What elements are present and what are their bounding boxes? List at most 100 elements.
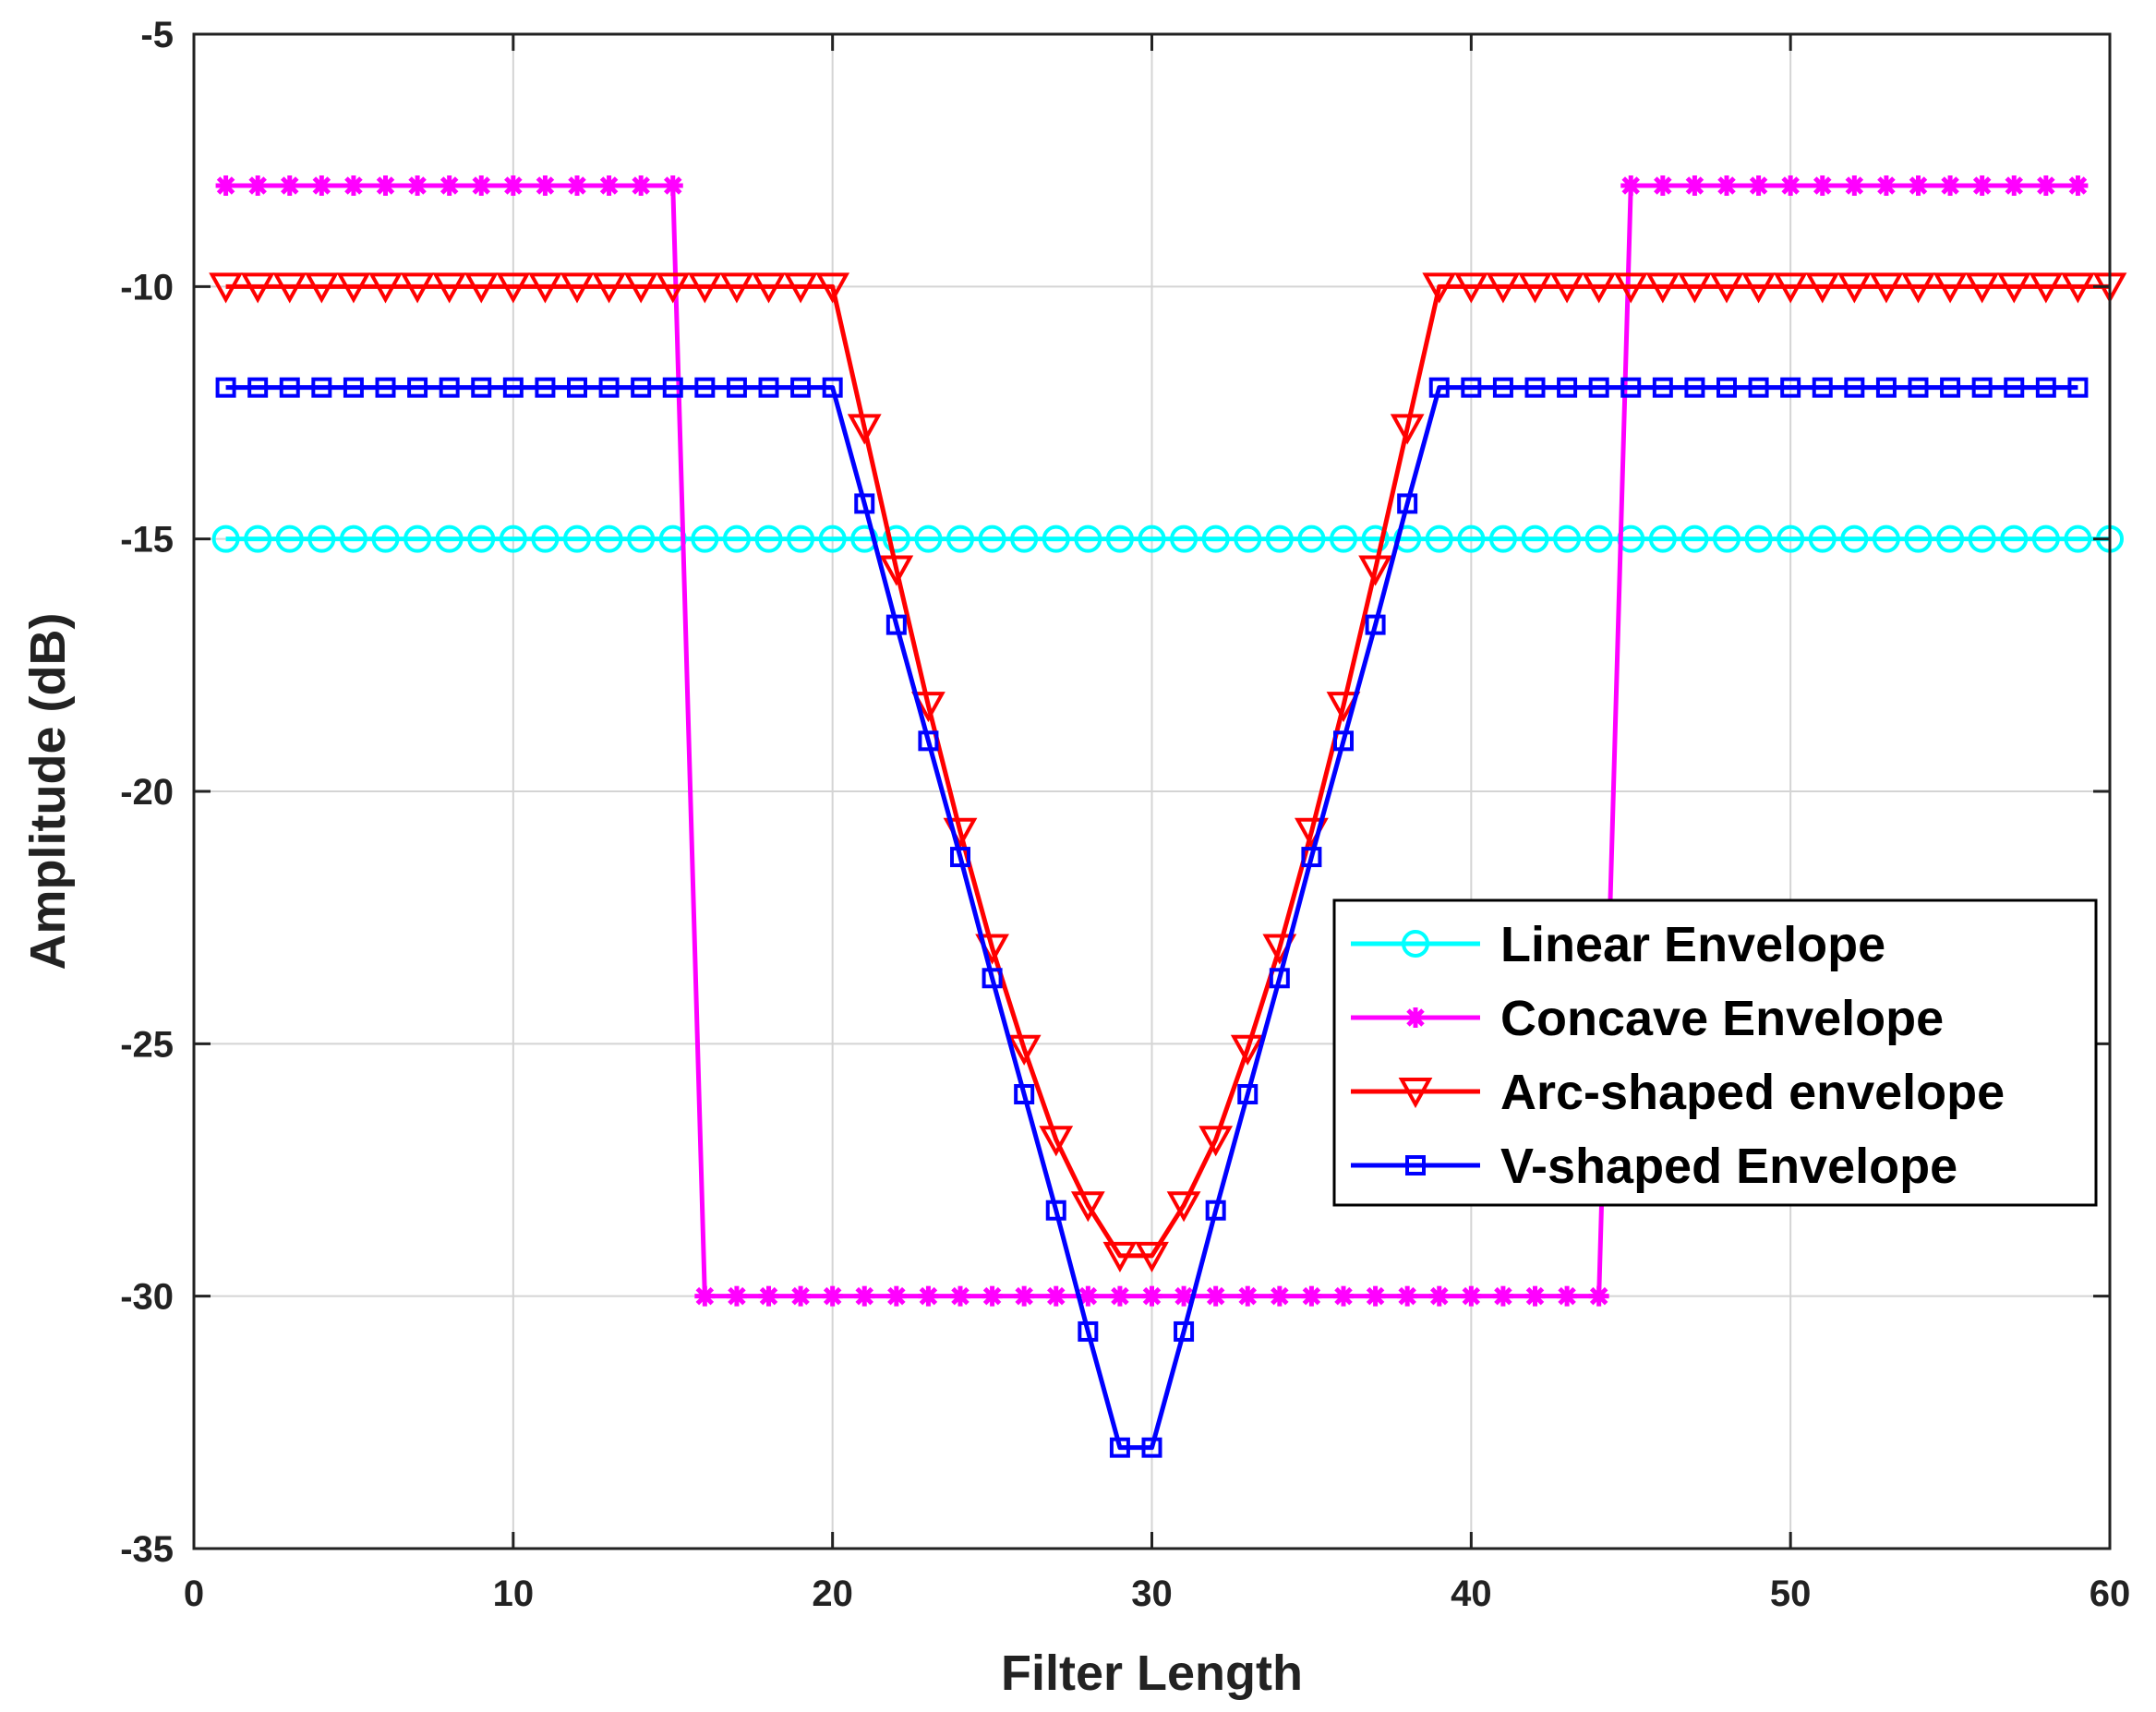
data-point-arc-shaped-envelope: [1965, 272, 2000, 304]
data-point-arc-shaped-envelope: [1166, 1191, 1201, 1223]
data-point-arc-shaped-envelope: [368, 272, 403, 304]
data-point-linear-envelope: [467, 524, 496, 553]
data-point-v-shaped-envelope: [1333, 730, 1354, 752]
data-point-linear-envelope: [1968, 524, 1996, 553]
data-point-arc-shaped-envelope: [1901, 272, 1935, 304]
data-point-v-shaped-envelope: [918, 730, 939, 752]
data-point-concave-envelope: [631, 175, 652, 196]
data-point-v-shaped-envelope: [885, 614, 907, 635]
legend-label: V-shaped Envelope: [1500, 1139, 1957, 1194]
data-point-linear-envelope: [882, 524, 910, 553]
data-point-v-shaped-envelope: [1908, 377, 1929, 398]
data-point-concave-envelope: [1174, 1285, 1195, 1307]
data-point-v-shaped-envelope: [1237, 1084, 1259, 1104]
data-point-arc-shaped-envelope: [304, 272, 339, 304]
data-point-v-shaped-envelope: [2004, 377, 2025, 398]
legend-label: Linear Envelope: [1500, 917, 1885, 972]
data-point-linear-envelope: [787, 524, 815, 553]
x-tick-label: 40: [1451, 1573, 1492, 1614]
data-point-v-shaped-envelope: [598, 377, 620, 398]
data-point-v-shaped-envelope: [1940, 377, 1961, 398]
data-point-concave-envelope: [1652, 175, 1673, 196]
data-point-arc-shaped-envelope: [1613, 272, 1648, 304]
data-point-concave-envelope: [918, 1285, 939, 1307]
data-point-linear-envelope: [1361, 524, 1390, 553]
data-point-linear-envelope: [1680, 524, 1709, 553]
data-point-v-shaped-envelope: [567, 377, 587, 398]
data-point-concave-envelope: [215, 175, 236, 196]
data-point-v-shaped-envelope: [758, 377, 779, 398]
data-point-arc-shaped-envelope: [400, 272, 435, 304]
data-point-arc-shaped-envelope: [1582, 272, 1617, 304]
data-point-concave-envelope: [1812, 175, 1833, 196]
data-point-v-shaped-envelope: [1748, 377, 1769, 398]
data-point-v-shaped-envelope: [1078, 1320, 1099, 1342]
data-point-v-shaped-envelope: [215, 377, 236, 398]
data-point-concave-envelope: [1940, 175, 1961, 196]
data-point-linear-envelope: [1330, 524, 1357, 553]
data-point-concave-envelope: [1716, 175, 1737, 196]
data-point-linear-envelope: [1074, 524, 1102, 553]
data-point-concave-envelope: [1205, 1285, 1226, 1307]
data-point-arc-shaped-envelope: [623, 272, 658, 304]
data-point-linear-envelope: [1872, 524, 1900, 553]
data-point-concave-envelope: [471, 175, 492, 196]
data-point-arc-shaped-envelope: [432, 272, 467, 304]
data-point-linear-envelope: [722, 524, 751, 553]
data-point-concave-envelope: [343, 175, 364, 196]
y-tick-label: -25: [120, 1024, 174, 1065]
data-point-linear-envelope: [1010, 524, 1039, 553]
data-point-linear-envelope: [1521, 524, 1549, 553]
data-point-concave-envelope: [247, 175, 269, 196]
data-point-v-shaped-envelope: [1365, 614, 1386, 635]
data-point-v-shaped-envelope: [694, 377, 716, 398]
data-point-concave-envelope: [407, 175, 428, 196]
data-point-linear-envelope: [499, 524, 527, 553]
legend-box: [1332, 898, 2098, 1207]
data-point-arc-shaped-envelope: [1486, 272, 1521, 304]
data-point-arc-shaped-envelope: [879, 555, 914, 586]
data-point-arc-shaped-envelope: [1933, 272, 1968, 304]
data-point-arc-shaped-envelope: [336, 272, 371, 304]
data-point-concave-envelope: [1045, 1285, 1066, 1307]
data-point-v-shaped-envelope: [1492, 377, 1513, 398]
data-point-linear-envelope: [627, 524, 656, 553]
data-point-arc-shaped-envelope: [847, 414, 882, 445]
data-point-linear-envelope: [1584, 524, 1613, 553]
data-point-linear-envelope: [2000, 524, 2029, 553]
data-point-v-shaped-envelope: [1812, 377, 1833, 398]
data-point-arc-shaped-envelope: [1773, 272, 1808, 304]
data-point-v-shaped-envelope: [854, 493, 875, 514]
data-point-concave-envelope: [1748, 175, 1769, 196]
data-point-v-shaped-envelope: [1620, 377, 1642, 398]
data-point-arc-shaped-envelope: [560, 272, 595, 304]
legend-swatch-marker: [1405, 1007, 1426, 1028]
data-point-v-shaped-envelope: [1141, 1437, 1162, 1458]
data-point-linear-envelope: [531, 524, 560, 553]
data-point-linear-envelope: [244, 524, 272, 553]
data-point-v-shaped-envelope: [790, 377, 812, 398]
x-tick-label: 60: [2090, 1573, 2131, 1614]
data-point-v-shaped-envelope: [1844, 377, 1865, 398]
y-tick-label: -20: [120, 772, 174, 813]
data-point-concave-envelope: [662, 175, 683, 196]
legend-item-v-shaped-envelope: V-shaped Envelope: [1351, 1139, 1957, 1194]
data-point-v-shaped-envelope: [1397, 493, 1418, 514]
data-point-concave-envelope: [1684, 175, 1705, 196]
data-point-linear-envelope: [563, 524, 591, 553]
data-point-concave-envelope: [1301, 1285, 1322, 1307]
data-point-v-shaped-envelope: [822, 377, 843, 398]
data-point-concave-envelope: [1237, 1285, 1259, 1307]
data-point-arc-shaped-envelope: [1135, 1241, 1169, 1273]
data-point-linear-envelope: [1553, 524, 1582, 553]
data-point-v-shaped-envelope: [1301, 847, 1322, 868]
data-point-arc-shaped-envelope: [1518, 272, 1552, 304]
data-point-linear-envelope: [1777, 524, 1805, 553]
data-point-arc-shaped-envelope: [1837, 272, 1872, 304]
legend-label: Arc-shaped envelope: [1500, 1065, 2005, 1120]
data-point-concave-envelope: [694, 1285, 716, 1307]
data-point-linear-envelope: [2031, 524, 2060, 553]
data-point-linear-envelope: [1393, 524, 1422, 553]
x-axis-title: Filter Length: [1001, 1646, 1303, 1701]
